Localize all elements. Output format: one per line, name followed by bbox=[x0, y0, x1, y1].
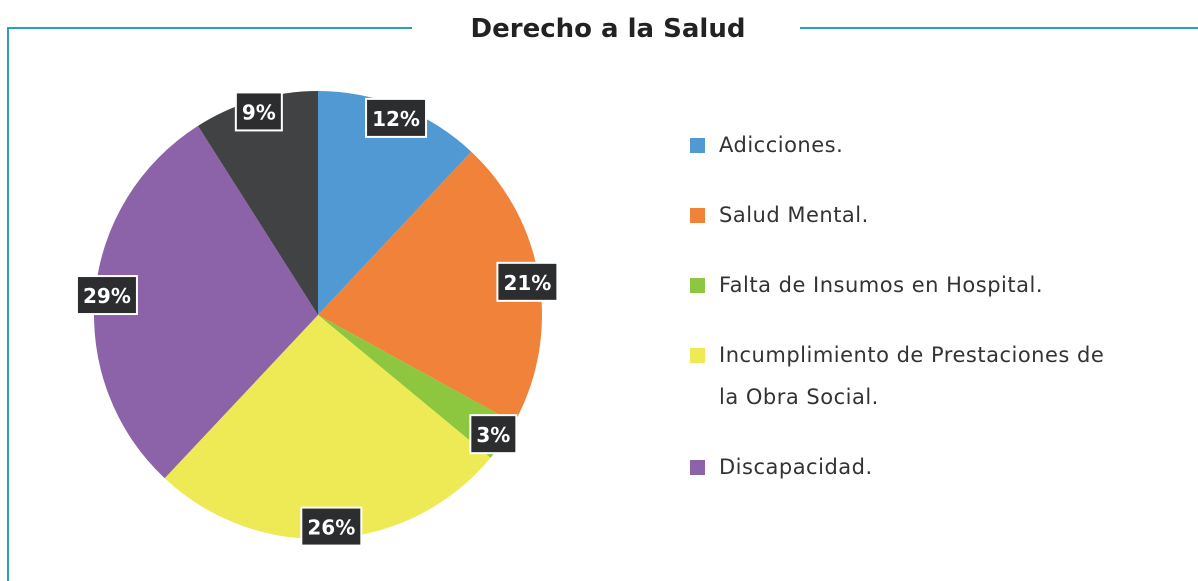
legend-swatch bbox=[690, 348, 705, 363]
legend-label: Salud Mental. bbox=[719, 203, 869, 227]
legend-label: Incumplimiento de Prestaciones de la Obr… bbox=[719, 343, 1105, 409]
pie-slice bbox=[318, 151, 543, 423]
pie-slice bbox=[164, 315, 491, 539]
data-label: 26% bbox=[307, 516, 355, 540]
data-label-box bbox=[496, 261, 559, 302]
legend-item: Falta de Insumos en Hospital. bbox=[690, 264, 1120, 306]
chart-title: Derecho a la Salud bbox=[471, 14, 746, 44]
legend-swatch bbox=[690, 138, 705, 153]
legend-label: Discapacidad. bbox=[719, 455, 873, 479]
data-label-box bbox=[469, 414, 518, 455]
data-label: 29% bbox=[83, 284, 131, 308]
legend-swatch bbox=[690, 278, 705, 293]
legend-item: Salud Mental. bbox=[690, 194, 1120, 236]
data-label: 12% bbox=[372, 107, 420, 131]
legend: Adicciones. Salud Mental. Falta de Insumos… bbox=[690, 124, 1120, 488]
data-label-box bbox=[365, 97, 428, 138]
legend-item: Discapacidad. bbox=[690, 446, 1120, 488]
legend-label: Adicciones. bbox=[719, 133, 844, 157]
legend-swatch bbox=[690, 460, 705, 475]
data-label-box bbox=[300, 506, 363, 547]
pie-slice bbox=[318, 91, 472, 315]
data-label: 9% bbox=[242, 100, 276, 124]
pie-slice bbox=[318, 315, 515, 458]
data-label: 3% bbox=[476, 423, 510, 447]
legend-item: Incumplimiento de Prestaciones de la Obr… bbox=[690, 334, 1120, 418]
data-label: 21% bbox=[503, 271, 551, 295]
data-label-box bbox=[75, 275, 138, 316]
legend-item: Adicciones. bbox=[690, 124, 1120, 166]
pie-slice bbox=[197, 91, 318, 315]
legend-label: Falta de Insumos en Hospital. bbox=[719, 273, 1043, 297]
data-label-box bbox=[234, 91, 283, 132]
pie-slice bbox=[94, 125, 319, 479]
legend-swatch bbox=[690, 208, 705, 223]
